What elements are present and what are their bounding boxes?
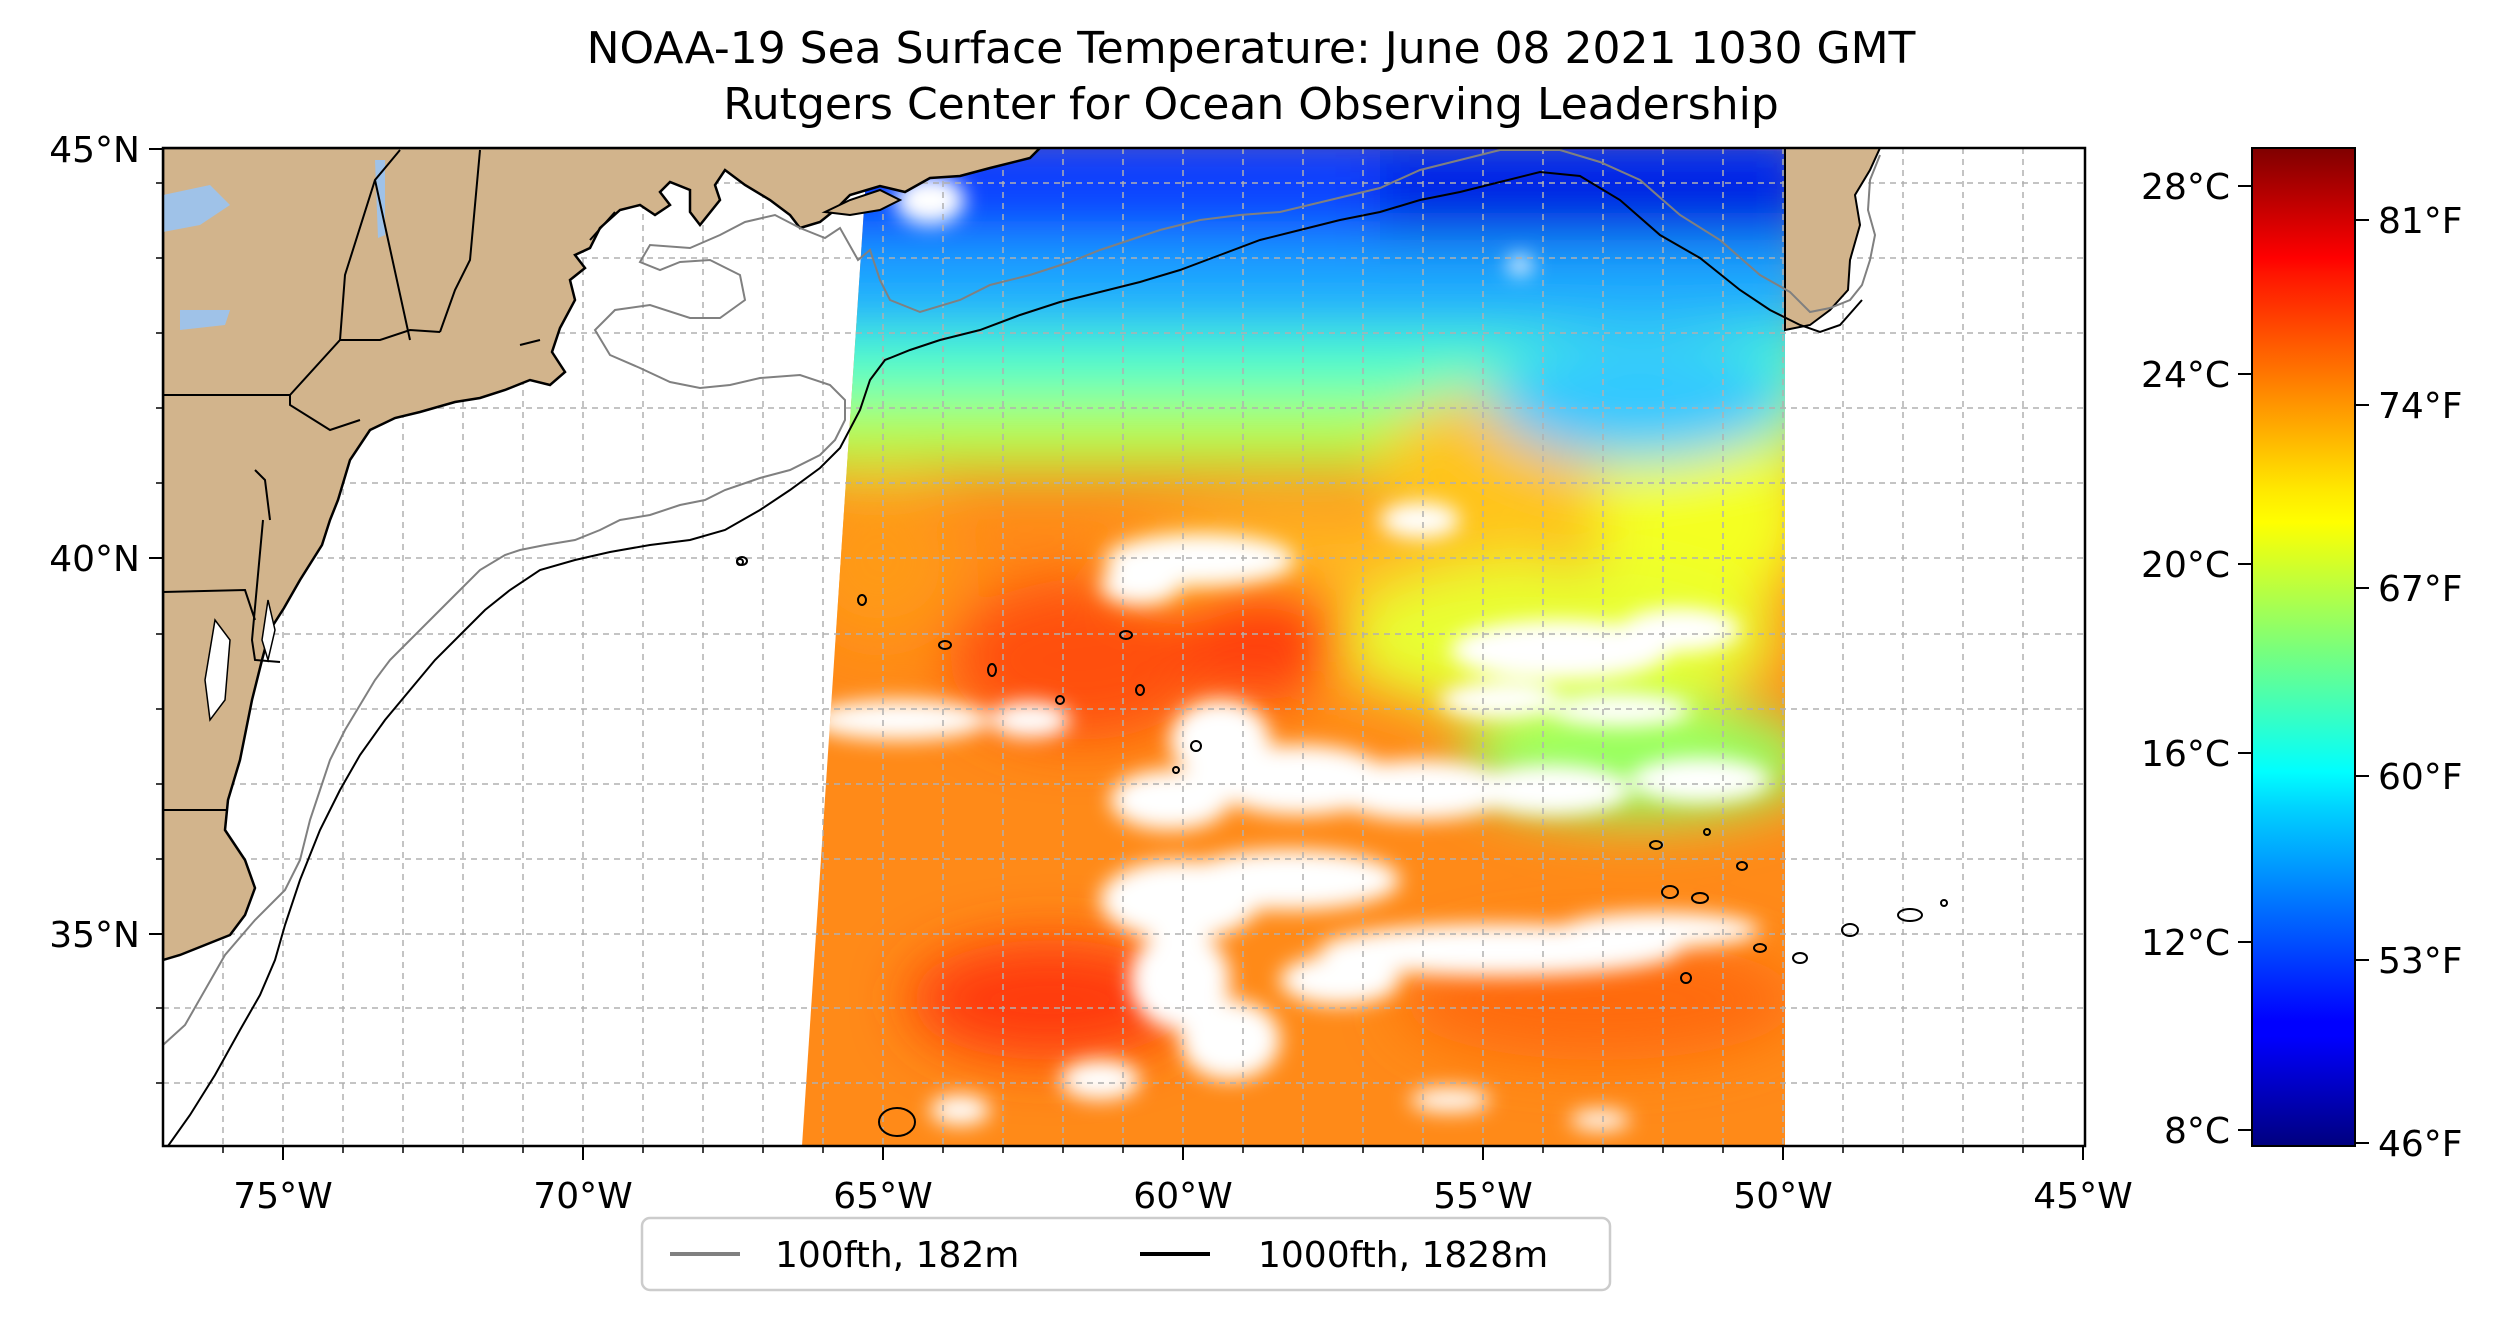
map-frame [161,146,2087,1148]
colorbar-celsius-label: 24°C [2141,355,2230,396]
map-area [163,148,2085,1146]
colorbar-celsius-label: 16°C [2141,734,2230,775]
legend-label-100fth: 100fth, 182m [775,1235,1019,1276]
legend-box [640,1216,1612,1292]
map-title: NOAA-19 Sea Surface Temperature: June 08… [586,23,1916,74]
x-tick-label: 55°W [1433,1176,1532,1217]
x-tick-label: 45°W [2033,1176,2132,1217]
colorbar-celsius-label: 12°C [2141,923,2230,964]
sst-swath [802,148,1785,1146]
colorbar-fahrenheit-label: 81°F [2378,201,2463,242]
colorbar-gradient [2251,147,2356,1147]
colorbar-celsius-label: 20°C [2141,545,2230,586]
colorbar-fahrenheit-label: 74°F [2378,386,2463,427]
y-tick-label: 40°N [49,539,140,580]
coastline-land [163,148,1882,962]
colorbar-fahrenheit-label: 46°F [2378,1124,2463,1165]
x-tick-label: 70°W [533,1176,632,1217]
x-tick-label: 60°W [1133,1176,1232,1217]
y-tick-label: 45°N [49,130,140,171]
colorbar-celsius-label: 28°C [2141,167,2230,208]
map-subtitle: Rutgers Center for Ocean Observing Leade… [723,79,1779,130]
contour-100fth [163,149,1881,1046]
colorbar: 8°C 12°C 16°C 20°C 24°C 28°C 46°F 53°F 6… [2141,147,2463,1165]
contour-1000fth [167,170,1863,1146]
colorbar-celsius-label: 8°C [2164,1111,2230,1152]
x-tick-label: 65°W [833,1176,932,1217]
legend-label-1000fth: 1000fth, 1828m [1258,1235,1548,1276]
seamounts [736,556,1948,1137]
axis-minor-ticks [156,182,2024,1153]
x-tick-label: 75°W [233,1176,332,1217]
legend: 100fth, 182m 1000fth, 1828m [640,1216,1612,1292]
axis-ticks [149,148,2084,1160]
x-tick-label: 50°W [1733,1176,1832,1217]
colorbar-fahrenheit-label: 67°F [2378,569,2463,610]
y-tick-label: 35°N [49,915,140,956]
colorbar-fahrenheit-label: 53°F [2378,941,2463,982]
colorbar-fahrenheit-label: 60°F [2378,757,2463,798]
